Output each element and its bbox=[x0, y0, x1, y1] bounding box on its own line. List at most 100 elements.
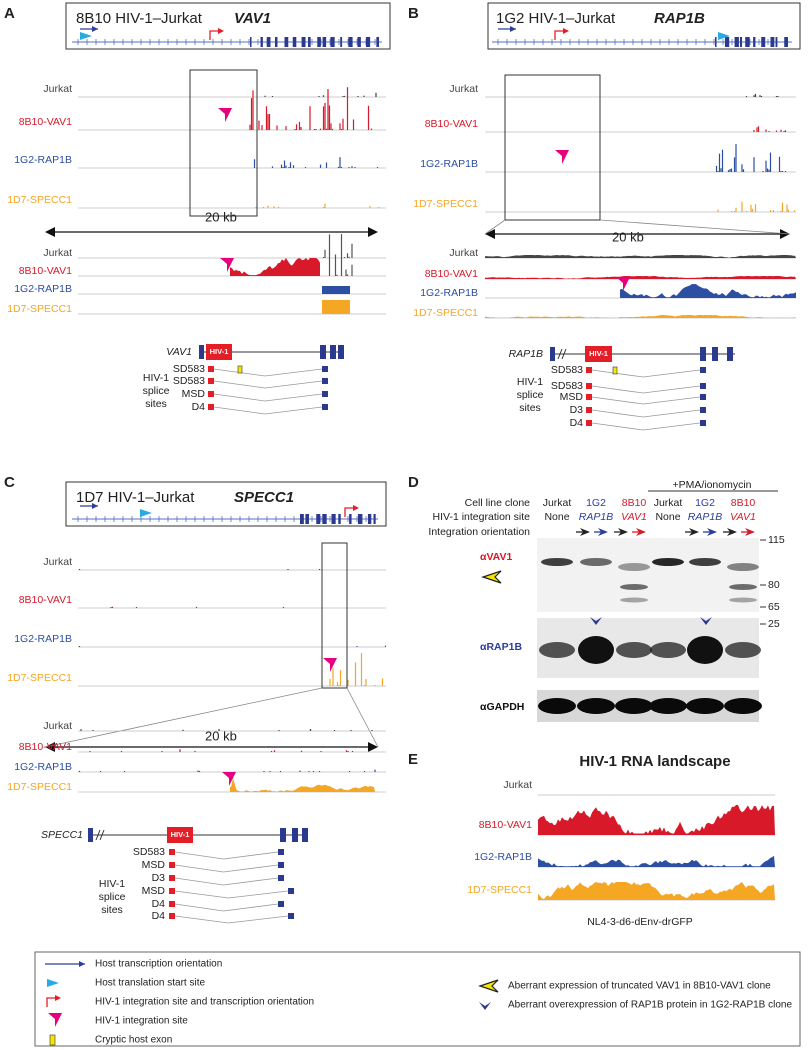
splice-join bbox=[174, 864, 279, 873]
splice-site: SD583 bbox=[173, 375, 205, 387]
panel-letter: E bbox=[408, 751, 418, 768]
band bbox=[618, 563, 650, 571]
scale-label: 20 kb bbox=[205, 209, 237, 224]
antibody: αRAP1B bbox=[480, 641, 522, 653]
zoom-window bbox=[504, 74, 601, 221]
integration-site: None bbox=[655, 511, 680, 523]
exon bbox=[250, 37, 252, 47]
legend-label: Aberrant overexpression of RAP1B protein… bbox=[508, 1000, 792, 1011]
hiv-label: HIV-1 bbox=[210, 347, 229, 356]
splice-site: MSD bbox=[142, 859, 166, 871]
splice-caption: splice bbox=[143, 385, 170, 397]
splice-site: MSD bbox=[182, 388, 206, 400]
exon bbox=[317, 37, 321, 47]
coverage bbox=[322, 300, 350, 314]
exon bbox=[292, 828, 298, 842]
coverage bbox=[253, 157, 379, 168]
band bbox=[578, 636, 614, 664]
splice-site: SD583 bbox=[173, 363, 205, 375]
coverage bbox=[230, 258, 320, 276]
track-label: 1G2-RAP1B bbox=[474, 851, 532, 863]
break bbox=[561, 348, 567, 360]
donor bbox=[208, 404, 214, 410]
zoom-track-label: 1D7-SPECC1 bbox=[7, 303, 72, 315]
panel-title: 1G2 HIV-1–Jurkat bbox=[496, 10, 616, 27]
row-label: HIV-1 integration site bbox=[433, 511, 531, 523]
exon bbox=[348, 37, 353, 47]
coverage bbox=[230, 778, 237, 792]
track-label: 8B10-VAV1 bbox=[425, 118, 478, 130]
panel-title: 1D7 HIV-1–Jurkat bbox=[76, 489, 195, 506]
diagram-gene: RAP1B bbox=[509, 348, 543, 360]
band bbox=[577, 698, 615, 714]
splice-caption: HIV-1 bbox=[143, 372, 169, 384]
donor bbox=[586, 383, 592, 389]
coverage bbox=[753, 126, 787, 132]
band bbox=[620, 597, 648, 603]
acceptor bbox=[288, 888, 294, 894]
coverage bbox=[538, 855, 775, 867]
coverage bbox=[620, 284, 796, 298]
splice-join bbox=[213, 368, 323, 377]
acceptor bbox=[278, 849, 284, 855]
exon bbox=[770, 37, 775, 47]
splice-site: D3 bbox=[152, 872, 166, 884]
integration-marker bbox=[222, 772, 236, 786]
track-label: 1G2-RAP1B bbox=[14, 154, 72, 166]
integration-marker bbox=[218, 108, 232, 122]
splice-join bbox=[591, 422, 701, 431]
band bbox=[615, 698, 653, 714]
band bbox=[649, 698, 687, 714]
band bbox=[539, 642, 575, 658]
exon bbox=[715, 37, 717, 47]
coverage bbox=[230, 784, 375, 792]
band bbox=[620, 584, 648, 590]
zoom-track-label: Jurkat bbox=[449, 247, 478, 259]
splice-join bbox=[591, 369, 701, 378]
tss-marker bbox=[718, 32, 730, 40]
splice-site: D4 bbox=[152, 910, 166, 922]
exon bbox=[330, 37, 335, 47]
zoom-track-label: 1D7-SPECC1 bbox=[7, 781, 72, 793]
splice-caption: splice bbox=[517, 389, 544, 401]
splice-join bbox=[174, 877, 279, 886]
coverage bbox=[538, 805, 775, 835]
splice-site: D4 bbox=[570, 417, 584, 429]
splice-caption: splice bbox=[99, 891, 126, 903]
exon bbox=[199, 345, 204, 359]
overexpression-marker bbox=[590, 617, 602, 625]
integration-marker bbox=[220, 258, 234, 272]
cryptic-exon bbox=[237, 365, 243, 374]
splice-join bbox=[591, 396, 701, 405]
break bbox=[95, 829, 101, 841]
exon bbox=[365, 37, 371, 47]
acceptor bbox=[278, 875, 284, 881]
exon bbox=[330, 345, 336, 359]
integration-arrow bbox=[209, 30, 220, 40]
coverage bbox=[110, 606, 285, 608]
legend-label: Host transcription orientation bbox=[95, 959, 222, 970]
donor bbox=[586, 367, 592, 373]
band bbox=[616, 642, 652, 658]
exon bbox=[338, 345, 344, 359]
clone: Jurkat bbox=[654, 497, 683, 509]
donor bbox=[586, 420, 592, 426]
panel-letter: A bbox=[4, 5, 15, 22]
band bbox=[580, 558, 612, 566]
track-label: 8B10-VAV1 bbox=[479, 819, 532, 831]
exon bbox=[302, 828, 308, 842]
donor bbox=[169, 901, 175, 907]
exon bbox=[301, 37, 306, 47]
acceptor bbox=[322, 391, 328, 397]
antibody: αGAPDH bbox=[480, 701, 524, 713]
band bbox=[541, 558, 573, 566]
exon bbox=[266, 37, 271, 47]
band bbox=[538, 698, 576, 714]
exon bbox=[280, 828, 286, 842]
exon bbox=[308, 37, 311, 47]
track-label: 1D7-SPECC1 bbox=[7, 672, 72, 684]
antibody: αVAV1 bbox=[480, 551, 512, 563]
zoom-funnel bbox=[346, 687, 379, 748]
splice-site: D3 bbox=[570, 404, 584, 416]
clone: 8B10 bbox=[731, 497, 756, 509]
